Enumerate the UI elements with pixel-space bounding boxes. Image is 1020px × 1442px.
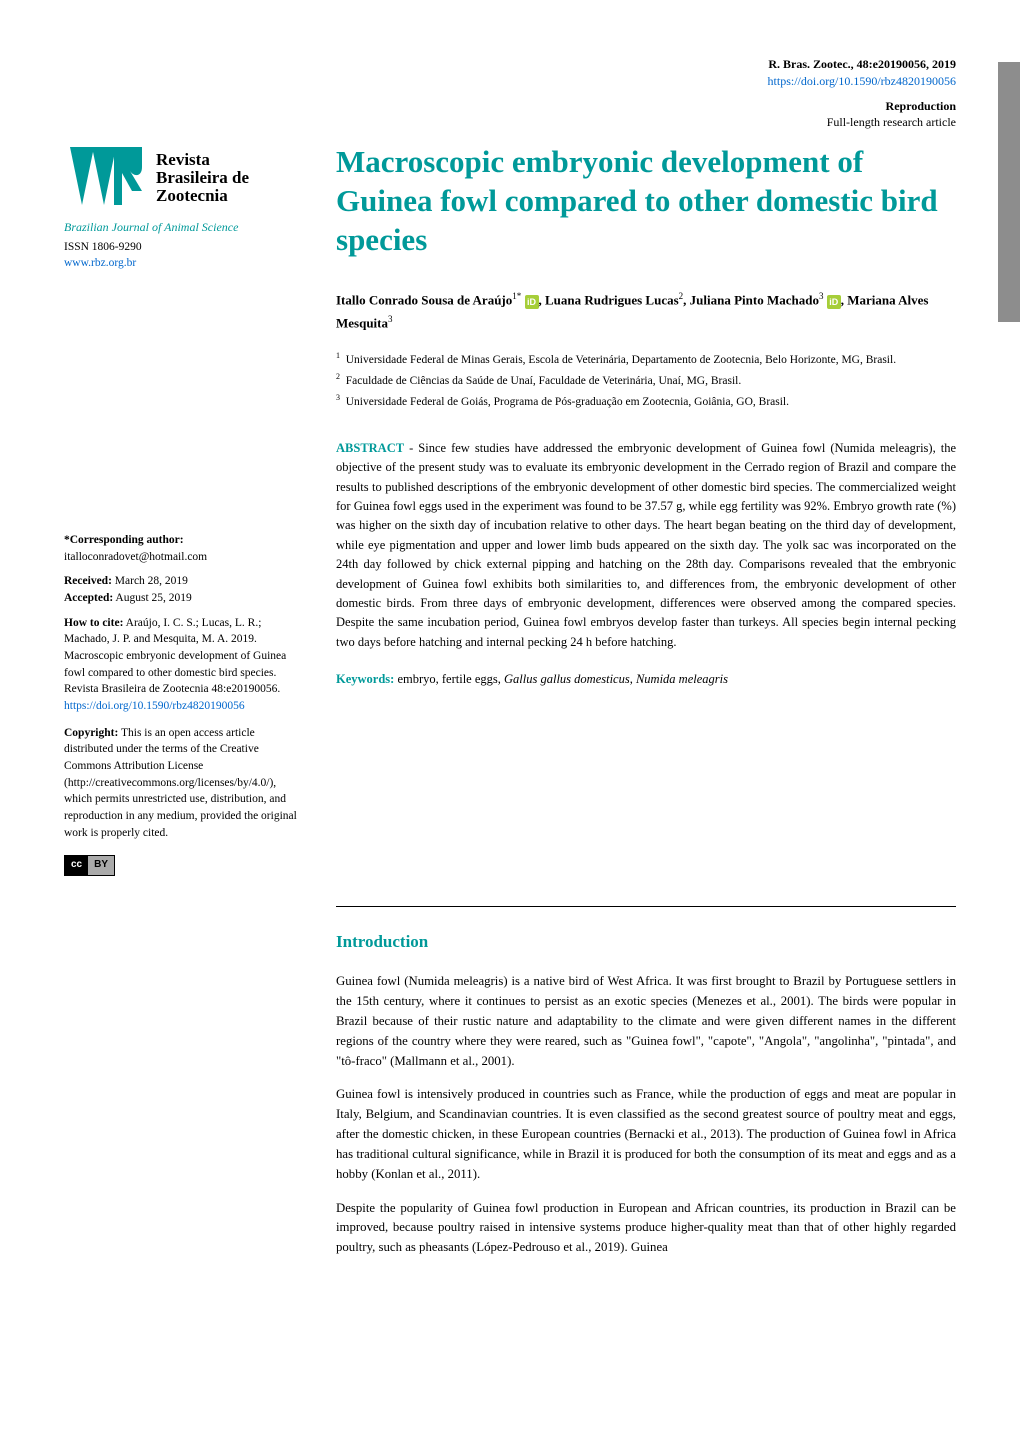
cite-label: How to cite: (64, 617, 123, 629)
journal-subtitle: Brazilian Journal of Animal Science (64, 219, 304, 236)
top-citation-block: R. Bras. Zootec., 48:e20190056, 2019 htt… (64, 56, 956, 90)
cc-badge-cc: cc (65, 856, 88, 875)
doi-link[interactable]: https://doi.org/10.1590/rbz4820190056 (768, 74, 956, 88)
received-date: March 28, 2019 (112, 575, 188, 587)
affiliation-3: 3 Universidade Federal de Goiás, Program… (336, 392, 956, 411)
author-1: Itallo Conrado Sousa de Araújo (336, 293, 512, 308)
keywords-italic-2: Numida meleagris (636, 672, 728, 686)
author-3: Juliana Pinto Machado (690, 293, 819, 308)
cc-by-badge[interactable]: ccBY (64, 855, 115, 876)
abstract-text: - Since few studies have addressed the e… (336, 441, 956, 649)
keywords-line: Keywords: embryo, fertile eggs, Gallus g… (336, 670, 956, 689)
keywords-italic-1: Gallus gallus domesticus (504, 672, 630, 686)
journal-citation: R. Bras. Zootec., 48:e20190056, 2019 (768, 57, 956, 71)
svg-text:Brasileira de: Brasileira de (156, 168, 249, 187)
author-1-sup: 1* (512, 291, 521, 301)
body-section: Introduction Guinea fowl (Numida meleagr… (64, 906, 956, 1258)
dates-block: Received: March 28, 2019 Accepted: Augus… (64, 573, 304, 606)
journal-logo-block: Revista Brasileira de Zootecnia Brazilia… (64, 143, 304, 272)
left-sidebar: Revista Brasileira de Zootecnia Brazilia… (64, 143, 304, 876)
keywords-plain: embryo, fertile eggs, (394, 672, 504, 686)
article-type-label: Full-length research article (827, 115, 956, 129)
copyright-block: Copyright: This is an open access articl… (64, 725, 304, 842)
accepted-date: August 25, 2019 (113, 592, 192, 604)
cc-badge-by: BY (88, 856, 114, 875)
how-to-cite-block: How to cite: Araújo, I. C. S.; Lucas, L.… (64, 615, 304, 715)
author-3-sup: 3 (819, 291, 824, 301)
main-column: Macroscopic embryonic development of Gui… (336, 143, 956, 876)
corresponding-author-block: *Corresponding author: italloconradovet@… (64, 532, 304, 565)
abstract-label: ABSTRACT (336, 441, 404, 455)
journal-url-link[interactable]: www.rbz.org.br (64, 255, 304, 272)
corresponding-email[interactable]: italloconradovet@hotmail.com (64, 549, 304, 566)
article-type-block: Reproduction Full-length research articl… (64, 98, 956, 132)
copyright-label: Copyright: (64, 727, 118, 739)
author-4-sup: 3 (388, 314, 393, 324)
copyright-text: This is an open access article distribut… (64, 727, 297, 839)
author-2-sup: 2 (679, 291, 684, 301)
affiliation-2: 2 Faculdade de Ciências da Saúde de Unaí… (336, 371, 956, 390)
svg-text:Zootecnia: Zootecnia (156, 186, 228, 205)
orcid-icon[interactable]: iD (525, 295, 539, 309)
issn-label: ISSN 1806-9290 (64, 239, 304, 256)
page-edge-decoration (998, 62, 1020, 322)
cite-doi-link[interactable]: https://doi.org/10.1590/rbz4820190056 (64, 700, 245, 712)
author-2: Luana Rudrigues Lucas (545, 293, 679, 308)
svg-text:Revista: Revista (156, 150, 210, 169)
corresponding-label: *Corresponding author: (64, 532, 304, 549)
authors-line: Itallo Conrado Sousa de Araújo1* iD, Lua… (336, 289, 956, 333)
introduction-heading: Introduction (336, 929, 956, 955)
received-label: Received: (64, 575, 112, 587)
section-divider (336, 906, 956, 907)
affiliations-block: 1 Universidade Federal de Minas Gerais, … (336, 350, 956, 411)
intro-paragraph-2: Guinea fowl is intensively produced in c… (336, 1085, 956, 1184)
rbz-logo-icon: Revista Brasileira de Zootecnia (64, 143, 264, 215)
category-label: Reproduction (886, 99, 956, 113)
orcid-icon[interactable]: iD (827, 295, 841, 309)
keywords-label: Keywords: (336, 672, 394, 686)
intro-paragraph-3: Despite the popularity of Guinea fowl pr… (336, 1199, 956, 1258)
abstract-block: ABSTRACT - Since few studies have addres… (336, 439, 956, 652)
accepted-label: Accepted: (64, 592, 113, 604)
article-title: Macroscopic embryonic development of Gui… (336, 143, 956, 259)
affiliation-1: 1 Universidade Federal de Minas Gerais, … (336, 350, 956, 369)
intro-paragraph-1: Guinea fowl (Numida meleagris) is a nati… (336, 972, 956, 1071)
